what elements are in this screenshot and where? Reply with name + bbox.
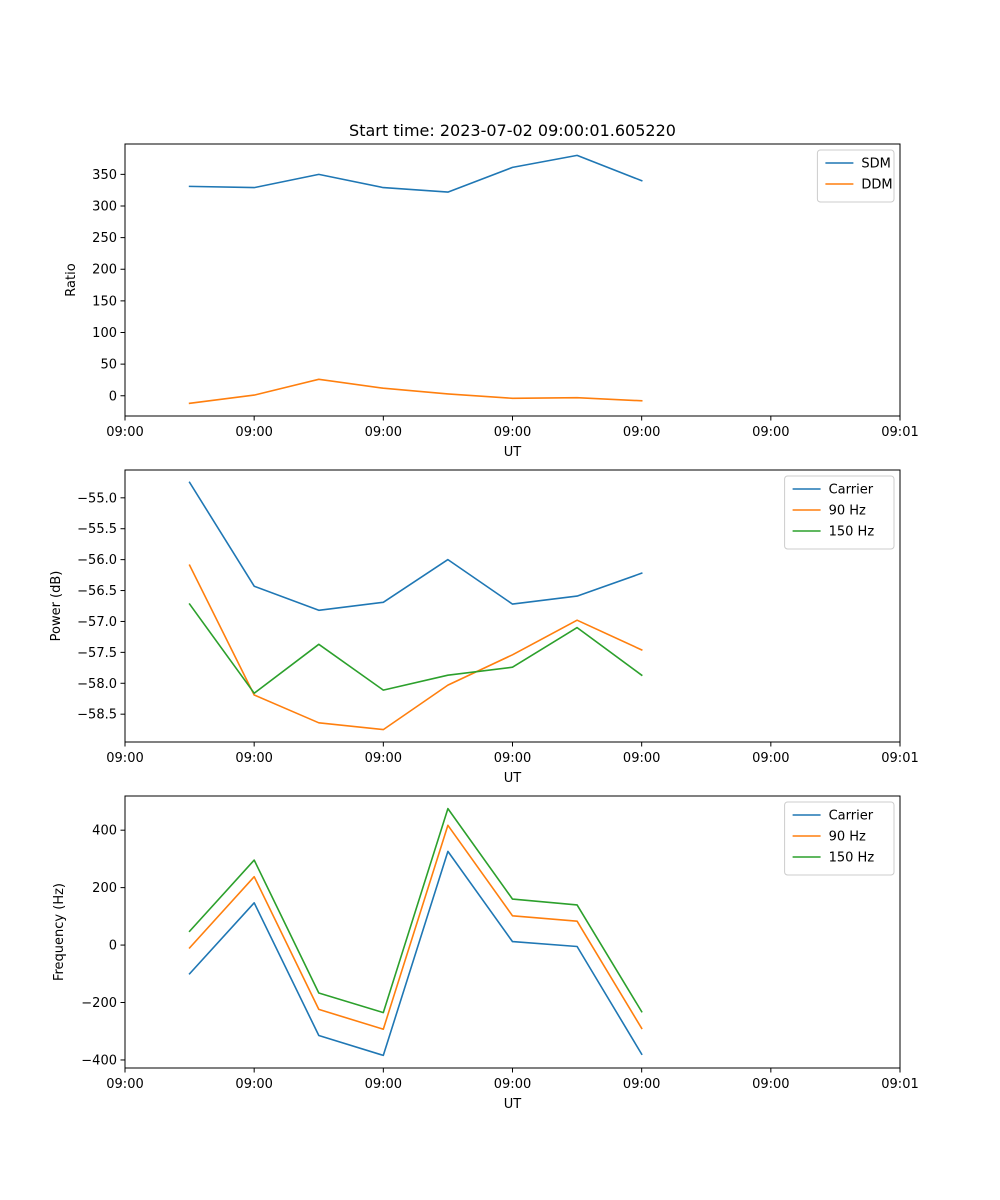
x-tick-label: 09:00 xyxy=(494,425,531,440)
x-tick-label: 09:00 xyxy=(106,1077,143,1092)
y-tick-label: 200 xyxy=(92,881,117,896)
legend-label-150-hz: 150 Hz xyxy=(829,525,875,540)
x-tick-label: 09:00 xyxy=(235,425,272,440)
y-axis-label: Frequency (Hz) xyxy=(52,883,67,981)
series-line-90-hz xyxy=(188,824,643,1030)
series-line-carrier xyxy=(188,481,643,612)
subplot-3: 09:00 09:00 09:00 09:00 09:00 09:00 09:01 −400 −… xyxy=(52,795,919,1112)
y-axis-label: Ratio xyxy=(64,263,79,296)
y-tick-label: −400 xyxy=(81,1053,117,1068)
y-tick-label: 250 xyxy=(92,231,117,246)
legend-label-carrier: Carrier xyxy=(829,483,874,498)
subplot-2: 09:00 09:00 09:00 09:00 09:00 09:00 09:01 −58.5… xyxy=(49,469,919,786)
x-axis-label: UT xyxy=(504,1097,522,1112)
x-tick-label: 09:01 xyxy=(881,425,918,440)
y-tick-label: 150 xyxy=(92,294,117,309)
x-tick-label: 09:00 xyxy=(365,1077,402,1092)
y-tick-label: −55.0 xyxy=(77,491,117,506)
x-tick-label: 09:01 xyxy=(881,751,918,766)
y-tick-label: 300 xyxy=(92,199,117,214)
series-line-90-hz xyxy=(188,564,643,731)
x-tick-label: 09:00 xyxy=(106,425,143,440)
legend-label-150-hz: 150 Hz xyxy=(829,851,875,866)
legend-label-90-hz: 90 Hz xyxy=(829,504,866,519)
y-tick-label: 0 xyxy=(109,389,117,404)
legend: Carrier 90 Hz 150 Hz xyxy=(784,801,895,876)
x-tick-label: 09:00 xyxy=(623,425,660,440)
y-tick-label: −55.5 xyxy=(77,522,117,537)
x-tick-label: 09:00 xyxy=(235,1077,272,1092)
x-tick-label: 09:00 xyxy=(494,1077,531,1092)
y-tick-label: 200 xyxy=(92,263,117,278)
series-line-sdm xyxy=(188,154,643,193)
subplot-1: 09:00 09:00 09:00 09:00 09:00 09:00 09:01 0 50 10… xyxy=(64,143,919,460)
y-axis-label: Power (dB) xyxy=(49,571,64,642)
series-line-150-hz xyxy=(188,602,643,695)
x-tick-label: 09:00 xyxy=(235,751,272,766)
y-tick-label: 100 xyxy=(92,326,117,341)
x-tick-label: 09:00 xyxy=(365,425,402,440)
y-tick-label: −200 xyxy=(81,996,117,1011)
x-tick-label: 09:00 xyxy=(623,751,660,766)
subplots: 09:00 09:00 09:00 09:00 09:00 09:00 09:01 0 50 10… xyxy=(49,143,919,1112)
y-tick-label: 350 xyxy=(92,168,117,183)
y-tick-label: −56.5 xyxy=(77,584,117,599)
legend-label-sdm: SDM xyxy=(861,157,890,172)
x-tick-label: 09:00 xyxy=(752,1077,789,1092)
y-tick-label: 50 xyxy=(100,358,117,373)
x-tick-label: 09:00 xyxy=(365,751,402,766)
series-line-ddm xyxy=(188,378,643,405)
legend-label-90-hz: 90 Hz xyxy=(829,830,866,845)
y-tick-label: −58.0 xyxy=(77,677,117,692)
x-axis-label: UT xyxy=(504,771,522,786)
y-tick-label: −57.0 xyxy=(77,615,117,630)
legend-label-carrier: Carrier xyxy=(829,809,874,824)
x-tick-label: 09:00 xyxy=(752,425,789,440)
y-tick-label: −58.5 xyxy=(77,708,117,723)
legend: SDM DDM xyxy=(816,149,895,203)
legend-label-ddm: DDM xyxy=(861,178,892,193)
x-tick-label: 09:00 xyxy=(623,1077,660,1092)
y-tick-label: 400 xyxy=(92,824,117,839)
x-tick-label: 09:00 xyxy=(752,751,789,766)
series-line-150-hz xyxy=(188,807,643,1014)
legend: Carrier 90 Hz 150 Hz xyxy=(784,475,895,550)
x-axis-label: UT xyxy=(504,445,522,460)
x-tick-label: 09:00 xyxy=(494,751,531,766)
x-tick-label: 09:01 xyxy=(881,1077,918,1092)
figure-title: Start time: 2023-07-02 09:00:01.605220 xyxy=(349,121,676,140)
y-tick-label: −56.0 xyxy=(77,553,117,568)
series-line-carrier xyxy=(188,850,643,1057)
y-tick-label: −57.5 xyxy=(77,646,117,661)
y-tick-label: 0 xyxy=(109,939,117,954)
x-tick-label: 09:00 xyxy=(106,751,143,766)
